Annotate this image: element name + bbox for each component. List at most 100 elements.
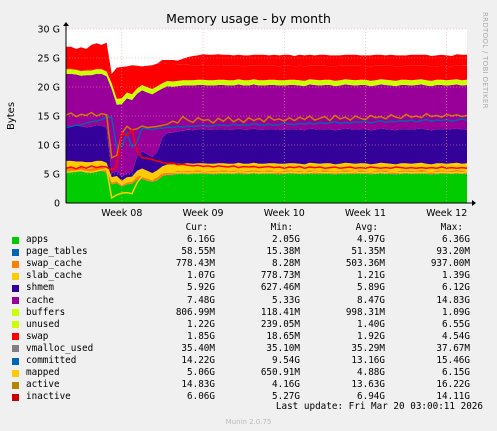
legend-min: 650.91M	[260, 367, 300, 379]
line-mapped	[65, 168, 468, 199]
y-tick-label: 30 G	[38, 25, 60, 36]
x-ticks: Week 08 Week 09 Week 10 Week 11 Week 12	[101, 208, 467, 219]
legend-row-inactive: inactive 6.06G 5.27G 6.94G 14.11G	[12, 391, 492, 403]
legend-min: 778.73M	[260, 270, 300, 282]
legend-avg: 4.88G	[357, 367, 385, 379]
legend-cur: 1.22G	[187, 318, 215, 330]
legend-max: 16.22G	[436, 379, 470, 391]
y-axis-label: Bytes	[6, 102, 17, 130]
legend-row-swap_cache: swap_cache 778.43M 8.28M 503.36M 937.00M	[12, 258, 492, 270]
legend-row-swap: swap 1.85G 18.65M 1.92G 4.54G	[12, 331, 492, 343]
legend-cur: 6.06G	[187, 391, 215, 403]
legend-swatch	[12, 297, 19, 305]
legend-cur: 35.40M	[181, 342, 215, 354]
legend-name: apps	[26, 234, 49, 246]
legend-name: cache	[26, 294, 54, 306]
legend-avg: 13.63G	[351, 379, 385, 391]
legend-header: Cur: Min: Avg: Max:	[12, 222, 492, 234]
legend-row-cache: cache 7.48G 5.33G 8.47G 14.83G	[12, 295, 492, 307]
rrdtool-watermark: RRDTOOL / TOBI OETIKER	[481, 12, 489, 109]
legend-max: 93.20M	[436, 246, 470, 258]
legend-max: 6.12G	[442, 282, 470, 294]
legend-row-apps: apps 6.16G 2.05G 4.97G 6.36G	[12, 234, 492, 246]
legend-min: 627.46M	[260, 282, 300, 294]
y-tick-label: 20 G	[38, 83, 60, 94]
legend-avg: 6.94G	[357, 391, 385, 403]
y-ticks: 0 5 G 10 G 15 G 20 G 25 G 30 G	[38, 25, 60, 210]
y-tick-label: 25 G	[38, 54, 60, 65]
x-tick-label: Week 09	[182, 208, 223, 219]
legend-max: 15.46G	[436, 355, 470, 367]
legend-swatch	[12, 260, 19, 268]
legend-cur: 14.22G	[181, 355, 215, 367]
legend-cur: 1.07G	[187, 270, 215, 282]
legend-min: 18.65M	[266, 330, 300, 342]
y-tick-label: 0	[54, 199, 60, 210]
legend-avg: 35.29M	[351, 342, 385, 354]
legend-min: 8.28M	[272, 258, 300, 270]
legend-row-unused: unused 1.22G 239.05M 1.40G 6.55G	[12, 319, 492, 331]
legend-row-mapped: mapped 5.06G 650.91M 4.88G 6.15G	[12, 367, 492, 379]
legend-header-min: Min:	[270, 222, 293, 233]
area-shmem	[66, 125, 467, 181]
legend-swatch	[12, 285, 19, 293]
x-tick-label: Week 10	[264, 208, 305, 219]
legend-cur: 5.06G	[187, 367, 215, 379]
legend-avg: 51.35M	[351, 246, 385, 258]
chart-title: Memory usage - by month	[166, 11, 331, 26]
legend-swatch	[12, 369, 19, 377]
legend: Cur: Min: Avg: Max: apps 6.16G 2.05G 4.97G 6…	[12, 222, 492, 403]
last-update: Last update: Fri Mar 20 03:00:11 2026	[275, 401, 483, 412]
legend-avg: 503.36M	[345, 258, 385, 270]
legend-cur: 7.48G	[187, 294, 215, 306]
legend-cur: 14.83G	[181, 379, 215, 391]
legend-name: swap_cache	[26, 258, 82, 270]
x-axis-arrow	[472, 200, 476, 206]
legend-min: 5.27G	[272, 391, 300, 403]
legend-swatch	[12, 309, 19, 317]
legend-max: 14.11G	[436, 391, 470, 403]
legend-swatch	[12, 333, 19, 341]
legend-max: 37.67M	[436, 342, 470, 354]
y-tick-label: 5 G	[44, 170, 60, 181]
legend-header-max: Max:	[440, 222, 463, 233]
legend-cur: 58.55M	[181, 246, 215, 258]
legend-avg: 13.16G	[351, 355, 385, 367]
legend-min: 239.05M	[260, 318, 300, 330]
line-inactive	[65, 128, 468, 172]
legend-row-committed: committed 14.22G 9.54G 13.16G 15.46G	[12, 355, 492, 367]
legend-avg: 4.97G	[357, 234, 385, 246]
legend-cur: 778.43M	[175, 258, 215, 270]
legend-max: 937.00M	[430, 258, 470, 270]
legend-swatch	[12, 393, 19, 401]
legend-name: shmem	[26, 282, 54, 294]
legend-avg: 5.89G	[357, 282, 385, 294]
area-buffers	[66, 69, 467, 105]
x-tick-label: Week 12	[426, 208, 467, 219]
series-lines	[65, 111, 468, 199]
area-apps	[66, 171, 467, 203]
legend-swatch	[12, 236, 19, 244]
legend-swatch	[12, 248, 19, 256]
legend-name: unused	[26, 318, 60, 330]
x-tick-label: Week 08	[101, 208, 142, 219]
legend-max: 6.55G	[442, 318, 470, 330]
area-slab_cache	[66, 160, 467, 186]
legend-header-cur: Cur:	[185, 222, 208, 233]
legend-min: 2.05G	[272, 234, 300, 246]
legend-cur: 806.99M	[175, 306, 215, 318]
legend-row-page_tables: page_tables 58.55M 15.38M 51.35M 93.20M	[12, 246, 492, 258]
legend-name: active	[26, 379, 60, 391]
legend-avg: 1.40G	[357, 318, 385, 330]
legend-max: 6.36G	[442, 234, 470, 246]
legend-row-active: active 14.83G 4.16G 13.63G 16.22G	[12, 379, 492, 391]
legend-max: 1.09G	[442, 306, 470, 318]
legend-avg: 998.31M	[345, 306, 385, 318]
legend-max: 14.83G	[436, 294, 470, 306]
legend-swatch	[12, 381, 19, 389]
legend-row-shmem: shmem 5.92G 627.46M 5.89G 6.12G	[12, 282, 492, 294]
legend-name: inactive	[26, 391, 71, 403]
legend-avg: 1.92G	[357, 330, 385, 342]
legend-min: 4.16G	[272, 379, 300, 391]
